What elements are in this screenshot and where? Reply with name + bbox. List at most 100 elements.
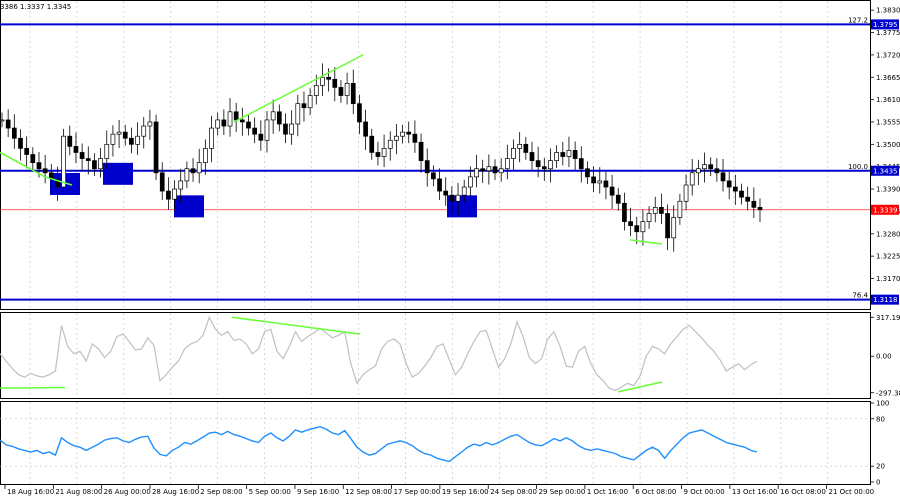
candle-body xyxy=(622,202,627,222)
candle-body xyxy=(61,135,66,188)
y-tick-label: 1.3610 xyxy=(876,96,900,104)
candle-body xyxy=(55,178,60,188)
candle-body xyxy=(357,103,362,123)
candle-body xyxy=(227,111,233,127)
candle-body xyxy=(615,194,621,204)
y-tick-label: 1.3280 xyxy=(876,230,900,238)
candle-body xyxy=(344,82,350,96)
y-tick-label: 1.3170 xyxy=(876,275,900,283)
x-tick-label: 19 Sep 16:00 xyxy=(442,488,489,496)
candle-body xyxy=(535,160,541,168)
candle-body xyxy=(726,180,732,188)
x-tick-label: 26 Aug 00:00 xyxy=(104,488,151,496)
fib-level-label: 127.2 xyxy=(848,16,868,24)
candle-body xyxy=(609,186,615,196)
x-tick-label: 18 Aug 16:00 xyxy=(7,488,54,496)
trendline xyxy=(629,239,663,245)
candle-body xyxy=(264,119,270,141)
x-tick-label: 28 Aug 16:00 xyxy=(152,488,199,496)
candle-body xyxy=(400,131,405,137)
y-tick-label: 1.3720 xyxy=(876,51,900,59)
candle-body xyxy=(30,154,36,163)
cci-y-tick-label: -297.386 xyxy=(876,389,900,397)
candle-body xyxy=(449,194,455,202)
x-tick-label: 12 Sep 08:00 xyxy=(345,488,392,496)
candle-body xyxy=(652,207,658,214)
candle-body xyxy=(412,133,418,143)
candle-body xyxy=(498,168,504,174)
candle-body xyxy=(369,135,375,153)
candle-body xyxy=(702,164,707,170)
fib-price-label: 1.3795 xyxy=(873,21,898,29)
trendline xyxy=(44,176,73,186)
candle-body xyxy=(511,148,516,159)
x-tick-label: 29 Sep 00:00 xyxy=(539,488,586,496)
x-tick-label: 9 Sep 16:00 xyxy=(297,488,339,496)
candle-body xyxy=(301,103,307,109)
x-tick-label: 2 Sep 08:00 xyxy=(200,488,242,496)
current-price-label: 1.3339 xyxy=(873,206,898,214)
candle-body xyxy=(24,148,30,155)
candle-body xyxy=(548,160,553,170)
candle-body xyxy=(233,111,239,121)
candle-body xyxy=(141,125,147,137)
candle-body xyxy=(209,127,214,149)
cci-trendline xyxy=(0,386,66,389)
candle-body xyxy=(221,119,227,127)
candle-body xyxy=(406,131,412,135)
trendline xyxy=(0,151,46,178)
cci-line xyxy=(0,315,758,392)
fib-price-box xyxy=(871,165,899,176)
candle-body xyxy=(689,172,695,186)
fib-level-label: 76.4 xyxy=(852,292,868,300)
current-price-box xyxy=(871,204,899,215)
candle-body xyxy=(283,123,288,135)
candle-body xyxy=(585,168,590,178)
candle-body xyxy=(67,135,73,147)
panel-frame-2 xyxy=(0,401,871,485)
x-tick-label: 24 Sep 08:00 xyxy=(490,488,537,496)
candle-body xyxy=(757,207,763,211)
candle-body xyxy=(92,160,97,170)
candle-body xyxy=(492,166,498,174)
candle-body xyxy=(455,194,461,202)
candle-body xyxy=(11,127,17,139)
candle-body xyxy=(418,141,424,161)
candle-body xyxy=(270,111,276,121)
candle-body xyxy=(184,168,190,182)
candle-body xyxy=(153,121,159,174)
candle-body xyxy=(276,111,282,125)
candle-body xyxy=(363,121,368,137)
marker-box xyxy=(103,162,133,185)
y-tick-label: 1.3775 xyxy=(876,29,900,37)
candle-body xyxy=(745,196,751,202)
candle-body xyxy=(104,143,110,159)
candle-body xyxy=(387,139,393,149)
cci-y-tick-label: 0.00 xyxy=(876,353,892,361)
candle-body xyxy=(566,150,572,157)
candle-body xyxy=(671,217,677,239)
candle-body xyxy=(628,221,633,227)
marker-box xyxy=(447,195,477,218)
x-tick-label: 1 Oct 16:00 xyxy=(587,488,628,496)
candle-body xyxy=(85,158,91,161)
candle-body xyxy=(659,207,664,214)
cci-trendline xyxy=(231,316,361,335)
candle-body xyxy=(0,119,5,122)
candle-body xyxy=(696,168,701,174)
candle-body xyxy=(708,164,714,170)
x-tick-label: 16 Oct 08:00 xyxy=(780,488,826,496)
candle-body xyxy=(634,225,640,233)
panel-frame-0 xyxy=(0,0,871,310)
candle-body xyxy=(172,188,177,200)
candle-body xyxy=(258,133,264,141)
candle-body xyxy=(289,123,294,135)
candle-body xyxy=(326,76,331,80)
cci-y-tick-label: 317.1935 xyxy=(876,314,900,322)
candle-body xyxy=(437,178,442,192)
y-tick-label: 1.3500 xyxy=(876,141,900,149)
candle-body xyxy=(640,221,646,233)
candle-body xyxy=(73,146,79,153)
y-tick-label: 1.3555 xyxy=(876,118,900,126)
